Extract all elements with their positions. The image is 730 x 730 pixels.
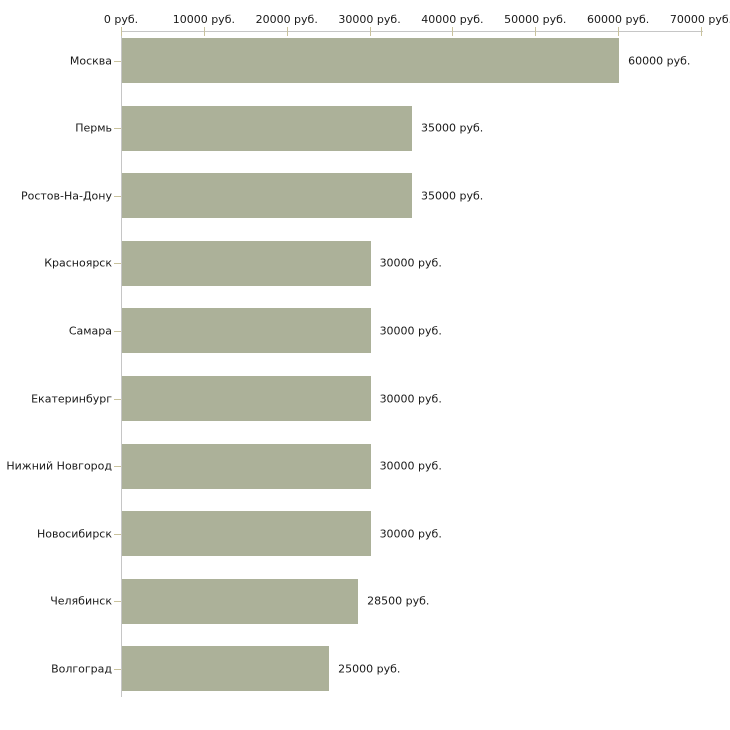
x-axis-line <box>121 31 703 32</box>
category-label: Красноярск <box>44 256 112 270</box>
category-tick <box>114 60 121 62</box>
bar <box>122 511 371 557</box>
bar <box>122 578 359 624</box>
category-tick <box>114 398 121 400</box>
x-axis-tick-label: 60000 руб. <box>587 13 650 26</box>
category-label: Пермь <box>75 121 112 135</box>
y-axis-line <box>121 31 122 697</box>
bar-value-label: 30000 руб. <box>379 527 442 541</box>
x-axis-tick <box>286 27 288 36</box>
bar <box>122 308 371 354</box>
x-axis-tick-label: 0 руб. <box>103 13 139 26</box>
category-tick <box>114 601 121 603</box>
category-tick <box>114 330 121 332</box>
x-axis-tick-label: 70000 руб. <box>669 13 730 26</box>
x-axis-tick-label: 20000 руб. <box>255 13 318 26</box>
category-label: Екатеринбург <box>31 392 112 405</box>
bar-value-label: 30000 руб. <box>379 392 442 405</box>
x-axis-tick <box>535 27 537 36</box>
category-label: Волгоград <box>51 662 112 676</box>
category-tick <box>114 263 121 265</box>
bar <box>122 646 330 692</box>
x-axis-tick <box>203 27 205 36</box>
bar-value-label: 35000 руб. <box>421 121 484 135</box>
x-axis-tick-label: 50000 руб. <box>504 13 567 26</box>
bar <box>122 376 371 421</box>
category-label: Москва <box>69 54 112 67</box>
bar-value-label: 30000 руб. <box>379 459 442 473</box>
bar <box>122 173 412 219</box>
x-axis-tick <box>618 27 620 36</box>
bar-value-label: 35000 руб. <box>421 189 484 203</box>
category-tick <box>114 128 121 130</box>
category-tick <box>114 668 121 670</box>
x-axis-tick <box>369 27 371 36</box>
x-axis-tick <box>701 27 702 36</box>
category-label: Ростов-На-Дону <box>20 189 112 203</box>
category-tick <box>114 195 121 197</box>
category-label: Челябинск <box>50 594 112 608</box>
x-axis-tick <box>452 27 454 36</box>
x-axis-tick-label: 10000 руб. <box>172 13 235 26</box>
bar <box>122 105 412 151</box>
bar-value-label: 30000 руб. <box>379 324 442 338</box>
category-tick <box>114 466 121 468</box>
bar-value-label: 28500 руб. <box>367 594 430 608</box>
bar-value-label: 30000 руб. <box>379 256 442 270</box>
bar-value-label: 60000 руб. <box>628 54 691 67</box>
x-axis-tick-label: 40000 руб. <box>421 13 484 26</box>
bar <box>122 38 620 83</box>
bar <box>122 443 371 489</box>
category-label: Самара <box>68 324 112 338</box>
category-label: Нижний Новгород <box>6 459 112 473</box>
category-label: Новосибирск <box>36 527 112 541</box>
category-tick <box>114 533 121 535</box>
bar-value-label: 25000 руб. <box>338 662 401 676</box>
x-axis-tick-label: 30000 руб. <box>338 13 401 26</box>
bar <box>122 240 371 286</box>
x-axis-tick <box>121 27 122 36</box>
